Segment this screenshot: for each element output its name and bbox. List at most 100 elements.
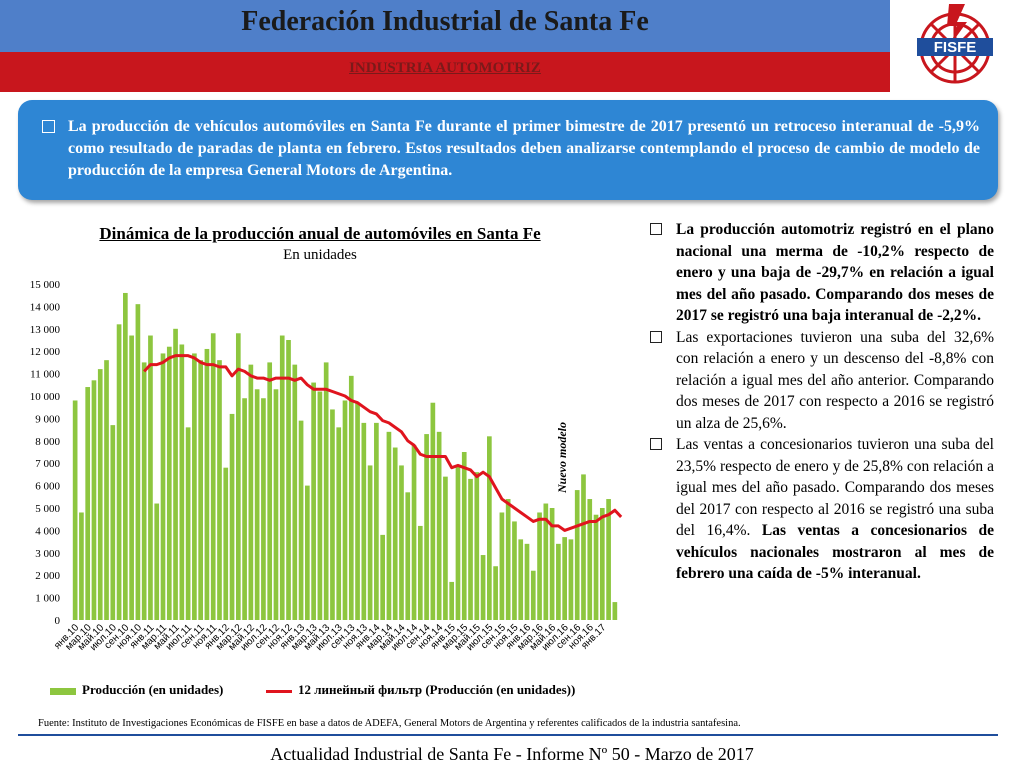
production-bar <box>97 369 103 620</box>
production-bar <box>192 353 197 620</box>
production-chart: 0 1 000 2 000 3 000 4 000 5 000 6 000 7 000 8 00… <box>30 279 623 653</box>
y-tick-label: 7 000 <box>35 458 60 470</box>
y-tick-label: 13 000 <box>30 324 61 336</box>
production-bar <box>606 499 611 620</box>
production-bar <box>562 537 567 620</box>
production-bar <box>104 360 109 620</box>
intro-box: La producción de vehículos automóviles e… <box>18 100 998 200</box>
production-bar <box>336 427 342 620</box>
legend-bar-swatch <box>50 688 76 695</box>
production-bar <box>204 348 210 620</box>
production-bar <box>468 478 473 620</box>
production-bar <box>405 492 411 620</box>
intro-text: La producción de vehículos automóviles e… <box>68 118 980 179</box>
production-bar <box>587 499 593 620</box>
production-bar <box>599 508 605 620</box>
production-bar <box>443 476 448 620</box>
production-bar <box>612 602 618 620</box>
production-bar <box>399 465 404 620</box>
production-bar <box>279 335 285 620</box>
production-bar <box>242 398 247 620</box>
production-bar <box>273 389 279 620</box>
svg-text:FISFE: FISFE <box>934 39 977 56</box>
summary-item-sales: Las ventas a concesionarios tuvieron una… <box>650 434 994 585</box>
checkbox-bullet-icon <box>650 330 662 343</box>
production-bar <box>342 400 348 620</box>
section-title: INDUSTRIA AUTOMOTRIZ <box>349 60 541 76</box>
production-bar <box>505 499 511 620</box>
header-band <box>0 0 890 52</box>
production-bar <box>380 534 385 620</box>
production-bar <box>254 389 260 620</box>
production-bar <box>235 333 241 620</box>
production-bar <box>524 543 530 620</box>
legend-line-swatch <box>266 690 292 693</box>
production-bar <box>417 525 423 620</box>
production-bar <box>166 346 172 620</box>
production-bar <box>129 335 134 620</box>
summary-item-exports: Las exportaciones tuvieron una suba del … <box>650 327 994 435</box>
y-axis: 0 1 000 2 000 3 000 4 000 5 000 6 000 7 000 8 00… <box>30 279 61 627</box>
production-bar <box>317 391 323 620</box>
production-bar <box>160 353 166 620</box>
production-bar <box>461 452 467 620</box>
production-bar <box>556 543 561 620</box>
production-bar <box>173 328 178 620</box>
production-bar <box>198 360 203 620</box>
production-bar <box>298 420 304 620</box>
production-bar <box>330 409 335 620</box>
production-bar <box>185 427 191 620</box>
chart-title: Dinámica de la producción anual de autom… <box>99 224 541 243</box>
production-bar <box>430 402 436 620</box>
y-tick-label: 15 000 <box>30 279 61 291</box>
production-bar <box>292 364 298 620</box>
production-bar <box>110 425 116 620</box>
y-tick-label: 11 000 <box>30 369 60 381</box>
production-bar <box>217 360 222 620</box>
production-bar <box>392 447 398 620</box>
production-bar <box>449 581 455 620</box>
production-bar <box>549 508 555 620</box>
checkbox-bullet-icon <box>650 223 662 235</box>
moving-average-series <box>143 354 623 532</box>
production-bar <box>436 431 442 620</box>
production-bar <box>179 344 185 620</box>
production-bar <box>374 422 379 620</box>
production-bar <box>355 402 360 620</box>
production-bar <box>474 472 480 620</box>
y-tick-label: 12 000 <box>30 346 61 358</box>
x-axis: янв.10мар.10май.10июл.10сен.10ноя.10янв.… <box>52 622 609 653</box>
checkbox-bullet-icon <box>650 438 662 450</box>
page-title: Federación Industrial de Santa Fe <box>241 6 649 37</box>
production-bar <box>424 434 429 620</box>
production-bar <box>248 364 254 620</box>
new-model-annotation: Nuevo modelo <box>555 422 569 494</box>
footer-text: Actualidad Industrial de Santa Fe - Info… <box>270 744 754 764</box>
production-bar <box>311 382 316 620</box>
production-bar <box>123 292 128 620</box>
y-tick-label: 6 000 <box>35 481 60 493</box>
y-tick-label: 3 000 <box>35 548 60 560</box>
production-bar <box>499 512 505 620</box>
y-tick-label: 9 000 <box>35 413 60 425</box>
production-bar <box>518 539 524 620</box>
production-bar <box>487 436 492 620</box>
production-bar <box>530 570 536 620</box>
production-bar <box>581 474 586 620</box>
checkbox-bullet-icon <box>42 120 55 133</box>
y-tick-label: 0 <box>55 615 61 627</box>
y-tick-label: 2 000 <box>35 570 60 582</box>
legend-line-label: 12 линейный фильтр (Producción (en unida… <box>298 682 576 697</box>
production-bar <box>361 422 367 620</box>
production-bar <box>148 335 153 620</box>
production-bar <box>286 340 291 620</box>
production-bar <box>85 387 91 620</box>
production-bar <box>574 490 580 620</box>
production-bar <box>305 485 310 620</box>
production-bar <box>210 333 216 620</box>
production-bar <box>154 503 160 620</box>
production-bar <box>593 514 599 620</box>
chart-subtitle: En unidades <box>283 247 357 263</box>
production-bar <box>411 445 417 620</box>
production-bar <box>568 539 574 620</box>
